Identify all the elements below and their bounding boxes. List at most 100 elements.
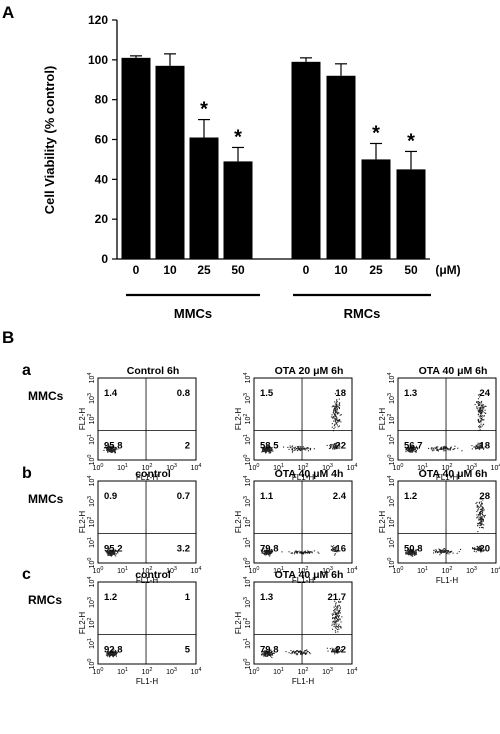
- event-dot: [113, 448, 115, 450]
- x-tick-label: 103: [166, 566, 177, 575]
- event-dot: [433, 449, 435, 451]
- event-dot: [111, 654, 113, 656]
- event-dot: [307, 450, 309, 452]
- event-dot: [337, 650, 339, 652]
- tick-base: 10: [89, 479, 96, 487]
- significance-marker: *: [200, 99, 208, 121]
- event-dot: [481, 521, 483, 523]
- event-dot: [294, 448, 296, 450]
- event-dot: [112, 447, 114, 449]
- event-dot: [115, 555, 117, 557]
- event-dot: [335, 412, 337, 414]
- event-dot: [113, 553, 115, 555]
- event-dot: [476, 401, 478, 403]
- plot-frame: [253, 480, 353, 564]
- event-dot: [332, 628, 334, 630]
- x-tick-label: 10: [163, 263, 177, 277]
- event-dot: [479, 417, 481, 419]
- event-dot: [295, 550, 297, 552]
- x-tick-label: 103: [466, 463, 477, 472]
- event-dot: [332, 444, 334, 446]
- tick-base: 10: [89, 437, 96, 445]
- event-dot: [338, 403, 340, 405]
- cell-type-label: MMCs: [28, 492, 64, 506]
- tick-base: 10: [491, 465, 499, 472]
- tick-base: 10: [245, 600, 252, 608]
- tick-base: 10: [347, 669, 355, 676]
- event-dot: [303, 553, 305, 555]
- plot-title: OTA 20 μM 6h: [275, 365, 344, 377]
- event-dot: [334, 445, 336, 447]
- event-dot: [335, 442, 337, 444]
- event-dot: [408, 446, 410, 448]
- event-dot: [337, 606, 339, 608]
- event-dot: [454, 445, 456, 447]
- event-dot: [267, 655, 269, 657]
- event-dot: [309, 551, 311, 553]
- event-dot: [478, 516, 480, 518]
- event-dot: [478, 447, 480, 449]
- tick-base: 10: [389, 499, 396, 507]
- event-dot: [411, 451, 413, 453]
- x-tick-label: 100: [393, 566, 404, 575]
- y-tick-label: 100: [243, 659, 252, 670]
- event-dot: [310, 551, 312, 553]
- event-dot: [266, 445, 268, 447]
- quadrant-percentage: 20: [479, 543, 490, 554]
- event-dot: [111, 448, 113, 450]
- event-dot: [479, 549, 481, 551]
- event-dot: [481, 425, 483, 427]
- y-tick-label: 100: [88, 53, 108, 67]
- quadrant-percentage: 1.2: [104, 592, 117, 603]
- tick-exponent: 4: [354, 463, 357, 469]
- event-dot: [302, 553, 304, 555]
- y-tick-label: 101: [87, 434, 96, 445]
- event-dot: [412, 548, 414, 550]
- event-dot: [337, 549, 339, 551]
- x-tick-label: 0: [303, 263, 310, 277]
- event-dot: [270, 447, 272, 449]
- event-dot: [262, 650, 264, 652]
- event-dot: [295, 653, 297, 655]
- event-dot: [296, 446, 298, 448]
- event-dot: [410, 450, 412, 452]
- y-tick-label: 60: [95, 133, 109, 147]
- event-dot: [108, 552, 110, 554]
- event-dot: [105, 446, 107, 448]
- event-dot: [338, 626, 340, 628]
- event-dot: [485, 412, 487, 414]
- event-dot: [338, 615, 340, 617]
- event-dot: [474, 547, 476, 549]
- event-dot: [479, 408, 481, 410]
- event-dot: [448, 551, 450, 553]
- event-dot: [297, 450, 299, 452]
- y-tick-label: 102: [387, 414, 396, 425]
- y-tick-label: 101: [243, 434, 252, 445]
- event-dot: [480, 510, 482, 512]
- tick-exponent: 2: [149, 667, 152, 673]
- event-dot: [337, 611, 339, 613]
- tick-exponent: 3: [387, 393, 393, 396]
- event-dot: [438, 551, 440, 553]
- tick-base: 10: [245, 662, 252, 670]
- event-dot: [451, 550, 453, 552]
- event-dot: [112, 653, 114, 655]
- event-dot: [268, 550, 270, 552]
- event-dot: [410, 449, 412, 451]
- event-dot: [326, 444, 328, 446]
- x-tick-label: 100: [93, 463, 104, 472]
- tick-base: 10: [298, 465, 306, 472]
- x-tick-label: 102: [298, 667, 309, 676]
- event-dot: [265, 554, 267, 556]
- event-dot: [340, 626, 342, 628]
- event-dot: [270, 551, 272, 553]
- event-dot: [306, 649, 308, 651]
- event-dot: [272, 450, 274, 452]
- event-dot: [299, 447, 301, 449]
- x-tick-label: 100: [249, 566, 260, 575]
- event-dot: [480, 421, 482, 423]
- tick-base: 10: [393, 465, 401, 472]
- event-dot: [408, 451, 410, 453]
